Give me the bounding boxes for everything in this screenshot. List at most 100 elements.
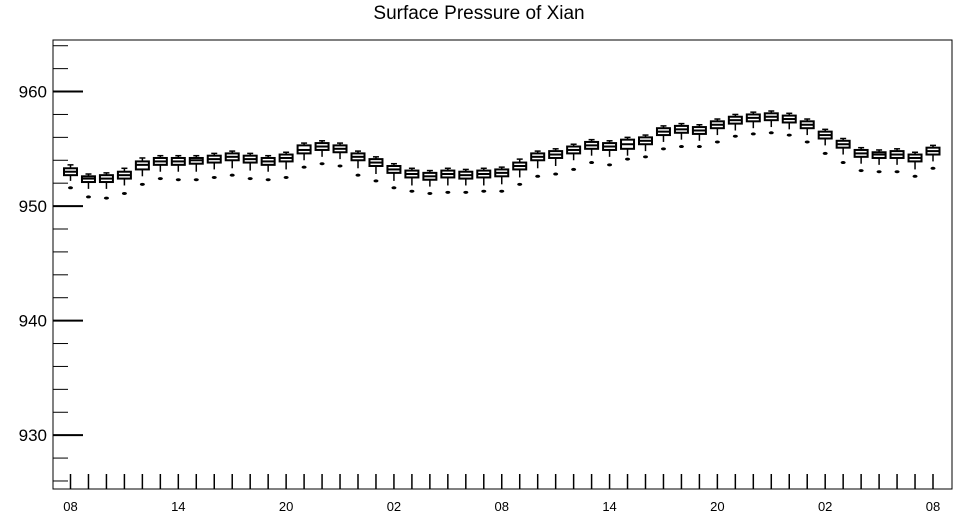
y-tick-label: 960 [19,83,47,102]
box-item [206,152,222,179]
outlier-point [391,186,397,190]
box-item [63,164,78,190]
box-item [80,173,96,199]
box-series [63,110,941,200]
box-item [422,169,438,195]
box-item [188,154,204,182]
x-tick-label: 08 [63,499,77,514]
outlier-point [175,178,181,182]
box-item [314,140,330,166]
box-item [476,167,492,193]
box-item [296,142,312,169]
x-tick-label: 02 [387,499,401,514]
box-item [260,154,276,182]
outlier-point [337,164,343,168]
y-tick-label: 950 [19,197,47,216]
outlier-point [211,175,217,179]
chart-title: Surface Pressure of Xian [373,3,585,24]
box-item [763,110,779,135]
outlier-point [678,145,684,149]
box-item [638,134,653,159]
box-item [584,138,600,165]
box-item [404,167,420,193]
outlier-point [85,195,91,199]
box-item [350,150,366,177]
box-item [889,148,905,174]
outlier-point [283,175,289,179]
x-tick-label: 08 [495,499,509,514]
x-tick-label: 08 [926,499,940,514]
outlier-point [247,177,253,181]
outlier-point [319,162,325,166]
outlier-point [445,190,451,194]
outlier-point [660,147,666,151]
outlier-point [301,165,307,169]
outlier-point [894,170,900,174]
box-item [566,143,582,171]
y-tick-label: 930 [19,426,47,445]
box-item [691,124,707,149]
outlier-point [822,151,828,155]
outlier-point [930,166,936,170]
box-item [494,166,510,193]
outlier-point [858,169,864,173]
box-item [242,152,258,181]
box-item [332,142,348,168]
outlier-point [607,163,613,167]
outlier-point [157,177,163,181]
box-item [386,162,402,190]
plot-frame [52,39,953,490]
outlier-point [840,161,846,165]
x-tick-label: 14 [602,499,616,514]
outlier-point [355,173,361,177]
x-tick-label: 20 [279,499,293,514]
outlier-point [732,134,738,138]
outlier-point [517,182,523,186]
box-item [116,167,132,195]
box-item [871,149,887,174]
outlier-point [193,178,199,182]
box-item [152,154,168,181]
box-item [799,118,815,144]
y-axis: 930 940 950 960 [19,45,83,482]
outlier-point [553,172,559,176]
y-tick-label: 940 [19,312,47,331]
outlier-point [229,173,235,177]
outlier-point [696,145,702,149]
box-item [440,167,456,194]
box-item [781,112,797,137]
outlier-point [265,178,271,182]
box-item [709,118,725,144]
box-item [278,151,294,179]
box-item [727,113,743,138]
outlier-point [535,174,541,178]
outlier-point [427,191,433,195]
outlier-point [139,182,145,186]
box-item [530,150,546,178]
outlier-point [750,132,756,136]
box-item [98,172,114,200]
box-item [853,146,869,173]
box-item [673,122,689,149]
outlier-point [643,155,648,159]
box-item [817,128,833,155]
box-item [925,144,941,170]
outlier-point [768,131,774,135]
box-item [835,137,851,165]
box-item [548,148,564,176]
outlier-point [481,189,487,193]
box-item [907,151,923,178]
x-tick-label: 20 [710,499,724,514]
box-item [602,140,618,167]
box-item [134,157,150,186]
x-tick-label: 02 [818,499,832,514]
outlier-point [804,140,810,144]
box-item [745,111,761,136]
outlier-point [121,191,127,195]
box-item [512,158,528,186]
box-item [368,156,384,183]
box-item [620,136,636,161]
outlier-point [589,161,595,165]
outlier-point [373,179,379,183]
